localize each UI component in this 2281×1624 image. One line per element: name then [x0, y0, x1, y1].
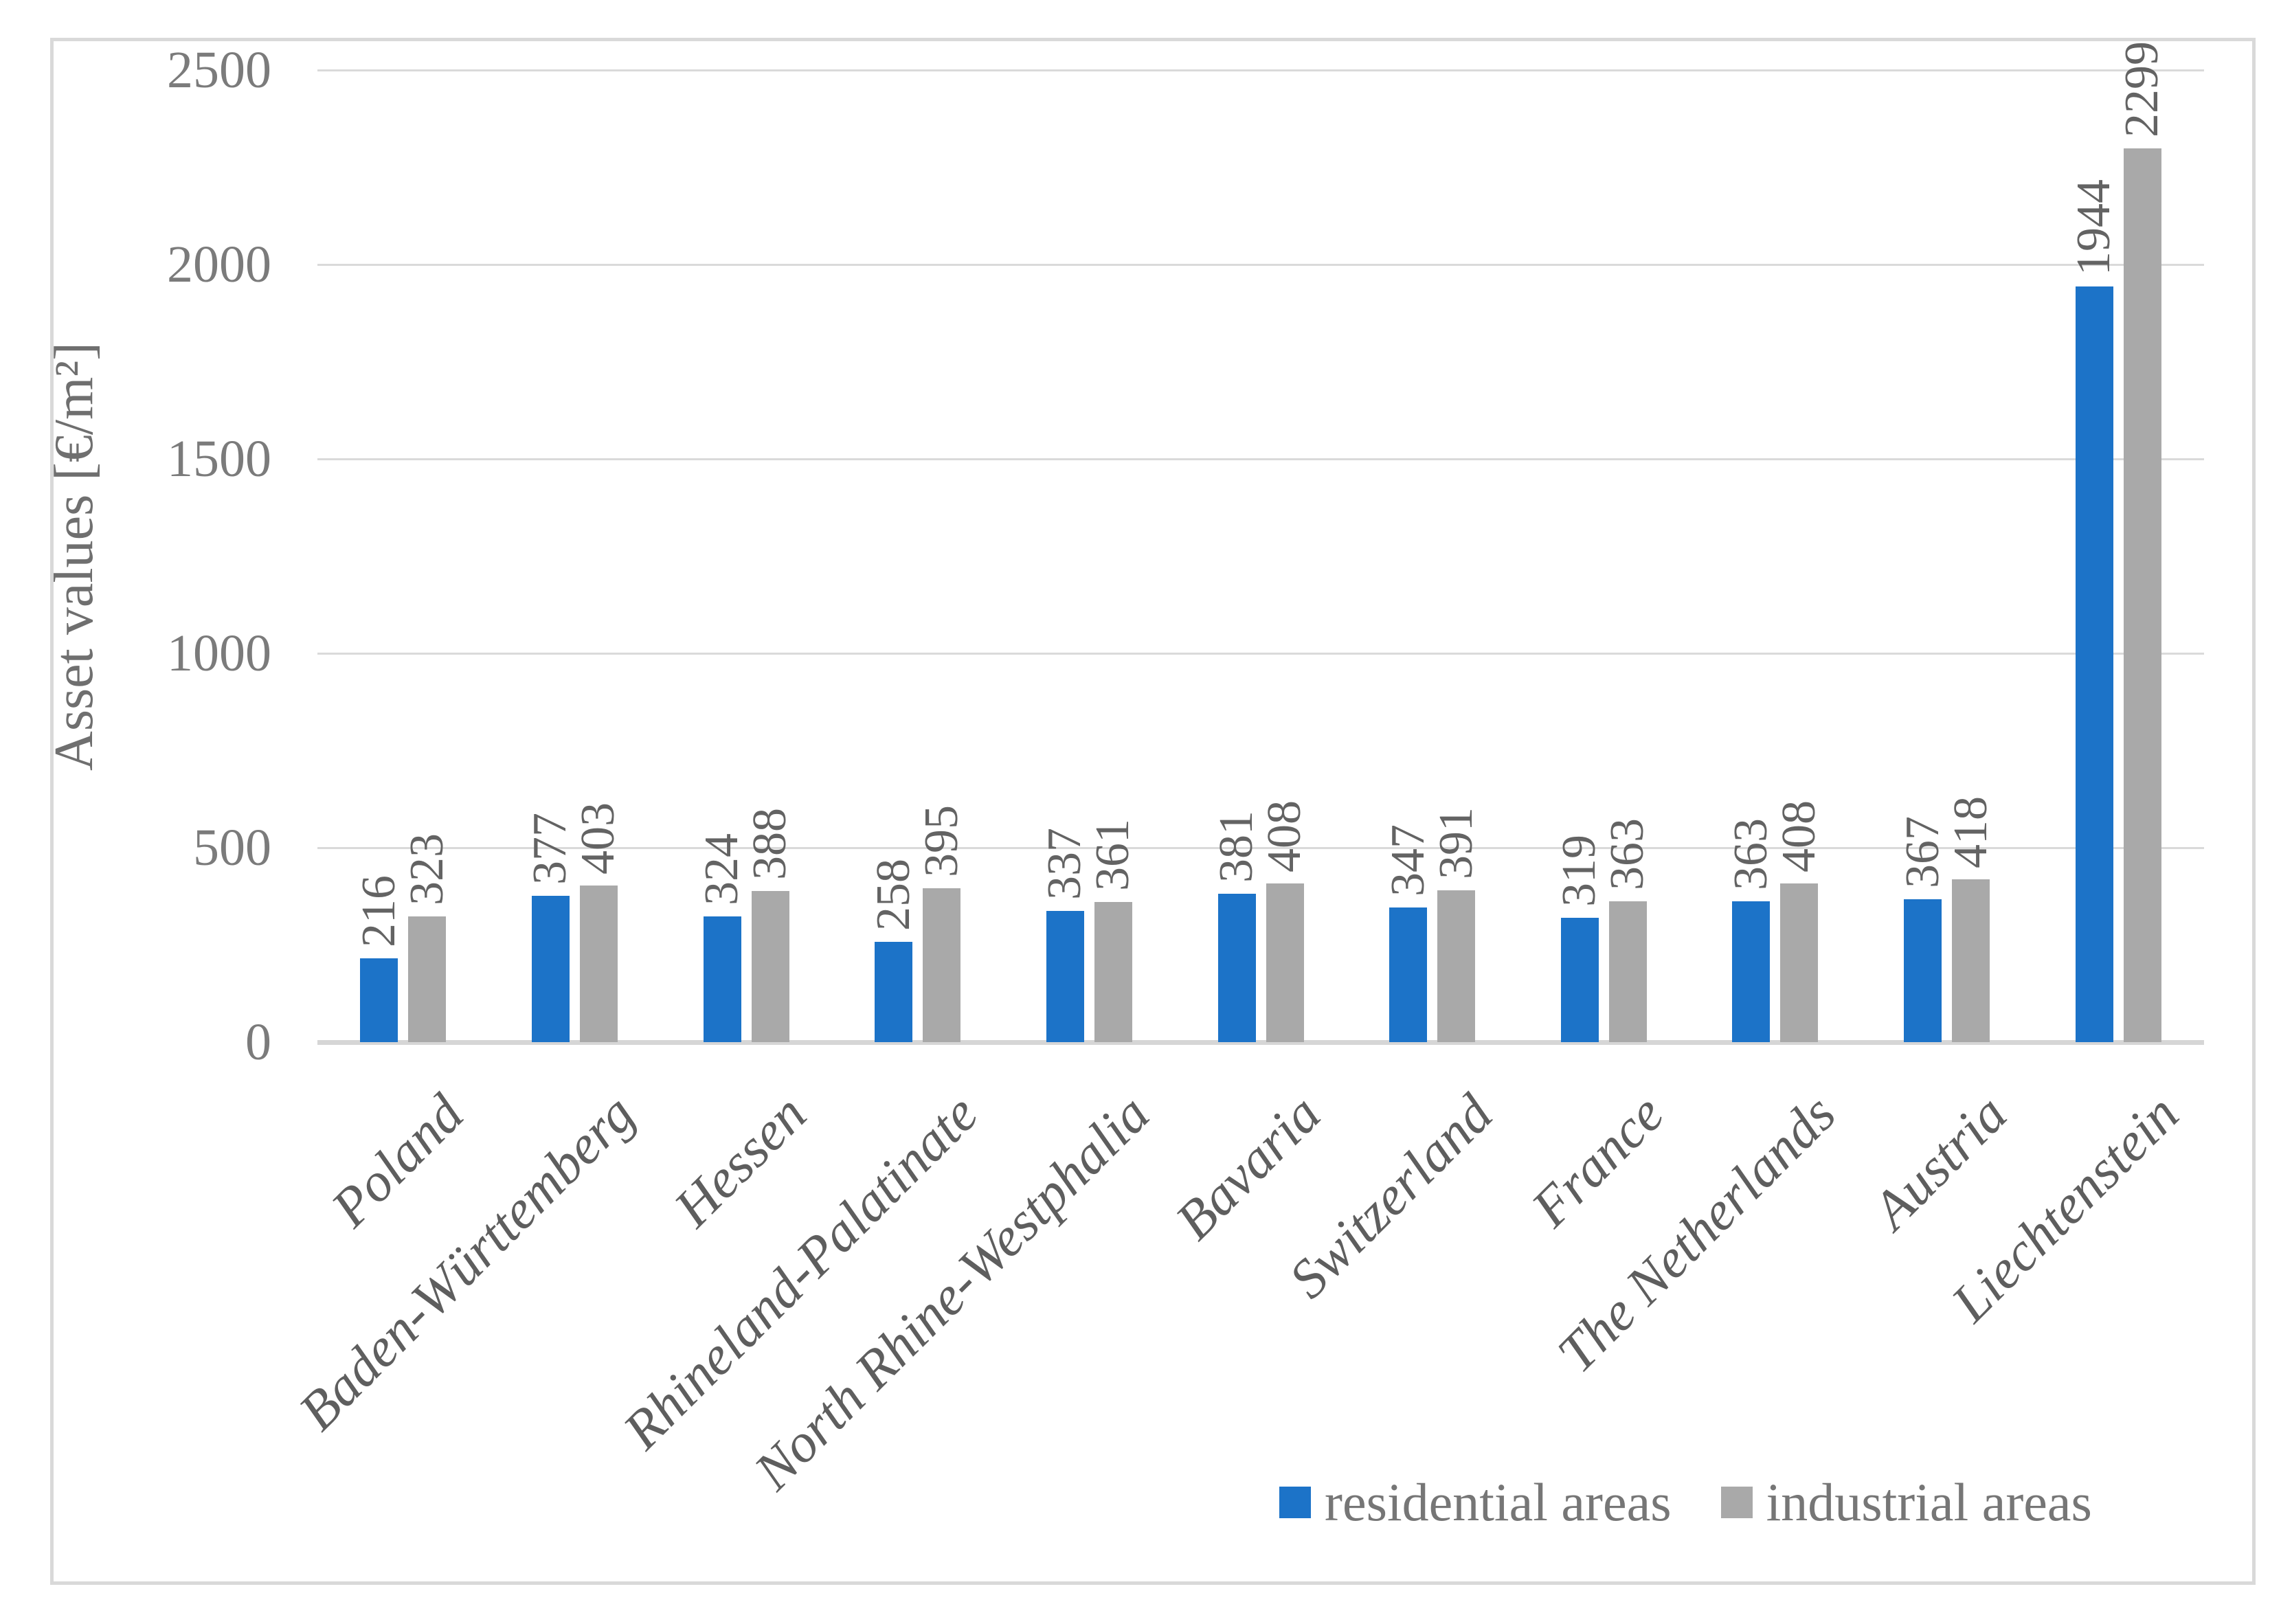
category-label-6: Bavaria: [1164, 1083, 1333, 1252]
y-tick-label-2500: 2500: [167, 41, 271, 99]
gridline-2500: [317, 69, 2204, 71]
bar-residential-9: [1732, 901, 1771, 1042]
x-axis-line: [317, 1040, 2204, 1045]
bar-residential-4: [875, 941, 913, 1042]
data-label-residential-11: 1944: [2067, 179, 2121, 275]
data-label-residential-5: 337: [1038, 828, 1092, 901]
bar-residential-6: [1217, 894, 1256, 1042]
y-tick-label-0: 0: [245, 1013, 271, 1071]
bar-industrial-4: [923, 888, 961, 1042]
category-label-3: Hessen: [662, 1083, 818, 1239]
bar-residential-8: [1560, 918, 1599, 1042]
data-label-industrial-7: 391: [1429, 807, 1483, 879]
gridline-2000: [317, 263, 2204, 266]
y-tick-label-500: 500: [193, 819, 271, 877]
chart-frame: [50, 38, 2256, 1585]
data-label-industrial-3: 388: [743, 808, 797, 881]
y-tick-label-1500: 1500: [167, 430, 271, 488]
y-axis-title: Asset values [€/m²]: [44, 342, 104, 771]
bar-residential-1: [360, 958, 398, 1042]
data-label-residential-8: 319: [1553, 835, 1606, 907]
gridline-500: [317, 846, 2204, 849]
data-label-residential-10: 367: [1896, 816, 1949, 889]
gridline-1000: [317, 652, 2204, 655]
data-label-industrial-4: 395: [914, 805, 968, 878]
data-label-industrial-8: 363: [1601, 817, 1654, 890]
legend-swatch-residential: [1279, 1487, 1311, 1518]
data-label-industrial-2: 403: [572, 802, 625, 875]
y-tick-label-1000: 1000: [167, 624, 271, 682]
bar-industrial-9: [1780, 883, 1819, 1042]
legend-item-residential: residential areas: [1279, 1476, 1672, 1529]
data-label-industrial-6: 408: [1258, 800, 1311, 873]
category-label-10: Austria: [1861, 1083, 2019, 1241]
legend-item-industrial: industrial areas: [1720, 1472, 2092, 1532]
data-label-industrial-1: 323: [400, 833, 453, 906]
legend-label-residential: residential areas: [1325, 1472, 1672, 1532]
data-label-industrial-11: 2299: [2115, 41, 2169, 137]
category-label-2: Baden-Württemberg: [287, 1083, 647, 1443]
bar-residential-3: [703, 916, 741, 1042]
data-label-residential-4: 258: [866, 858, 920, 931]
bar-industrial-5: [1094, 901, 1132, 1042]
data-label-residential-6: 381: [1210, 811, 1263, 883]
gridline-1500: [317, 458, 2204, 460]
category-label-1: Poland: [319, 1083, 475, 1239]
data-label-industrial-9: 408: [1772, 800, 1825, 873]
bar-industrial-6: [1266, 883, 1304, 1042]
bar-industrial-10: [1952, 879, 1990, 1042]
bar-industrial-2: [579, 885, 618, 1042]
legend: residential areas industrial areas: [1279, 1476, 2092, 1529]
bar-industrial-7: [1437, 890, 1476, 1042]
data-label-residential-1: 216: [352, 875, 405, 947]
bar-industrial-3: [751, 891, 789, 1042]
category-label-8: France: [1520, 1083, 1676, 1239]
data-label-residential-9: 363: [1724, 817, 1777, 890]
legend-swatch-industrial: [1720, 1487, 1753, 1518]
legend-label-industrial: industrial areas: [1766, 1472, 2092, 1532]
bar-residential-11: [2075, 286, 2113, 1042]
data-label-residential-7: 347: [1381, 824, 1435, 896]
bar-industrial-11: [2123, 148, 2161, 1042]
data-label-industrial-10: 418: [1944, 796, 1997, 869]
bar-residential-7: [1389, 907, 1428, 1042]
bar-residential-10: [1904, 899, 1942, 1042]
bar-industrial-1: [408, 916, 447, 1042]
bar-residential-2: [531, 895, 570, 1042]
bar-residential-5: [1046, 911, 1084, 1042]
y-tick-label-2000: 2000: [167, 236, 271, 293]
data-label-industrial-5: 361: [1086, 818, 1140, 891]
data-label-residential-2: 377: [524, 812, 577, 885]
bar-industrial-8: [1608, 901, 1647, 1042]
data-label-residential-3: 324: [695, 833, 749, 905]
